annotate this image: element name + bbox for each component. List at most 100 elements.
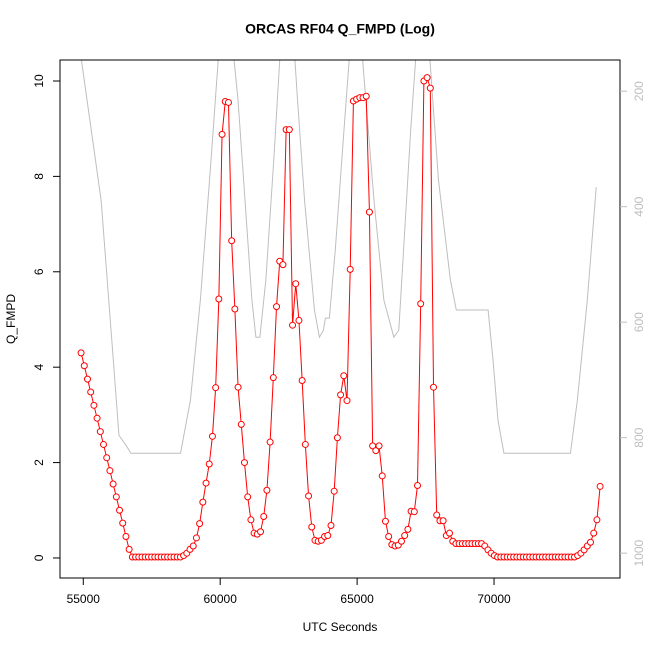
x-tick-label: 55000 [67, 592, 101, 606]
data-point [295, 316, 303, 324]
data-point [305, 492, 313, 500]
data-point [381, 517, 389, 525]
data-point [340, 372, 348, 380]
data-point [372, 447, 380, 455]
data-point [202, 479, 210, 487]
y-tick-label: 10 [32, 74, 46, 88]
data-point [596, 482, 604, 490]
data-point [430, 383, 438, 391]
data-point [212, 384, 220, 392]
y2-tick-label: 800 [632, 427, 646, 447]
y-tick-label: 4 [32, 364, 46, 371]
data-point [224, 98, 232, 106]
data-point [125, 545, 133, 553]
data-point [231, 305, 239, 313]
data-point [397, 537, 405, 545]
data-point [343, 397, 351, 405]
data-point [279, 261, 287, 269]
data-point [330, 487, 338, 495]
data-point [112, 493, 120, 501]
data-point [423, 74, 431, 82]
data-point [77, 349, 85, 357]
data-point [189, 542, 197, 550]
data-point [122, 533, 130, 541]
data-point [365, 208, 373, 216]
data-point [192, 534, 200, 542]
data-point [240, 459, 248, 467]
data-point [266, 438, 274, 446]
y-tick-label: 8 [32, 173, 46, 180]
x-tick-label: 65000 [340, 592, 374, 606]
data-point [337, 391, 345, 399]
data-point [93, 414, 101, 422]
data-point [263, 486, 271, 494]
data-point [292, 280, 300, 288]
data-point [593, 516, 601, 524]
data-point [298, 377, 306, 385]
data-point [273, 303, 281, 311]
plot-area [77, 60, 604, 561]
data-point [289, 321, 297, 329]
series-line [80, 60, 597, 454]
data-point [244, 493, 252, 501]
y2-tick-label: 200 [632, 81, 646, 101]
data-point [346, 265, 354, 273]
data-point [417, 300, 425, 308]
data-point [257, 528, 265, 536]
data-point [237, 420, 245, 428]
data-point [404, 525, 412, 533]
data-point [587, 538, 595, 546]
data-point [410, 508, 418, 516]
x-tick-label: 60000 [204, 592, 238, 606]
data-point [247, 516, 255, 524]
y2-tick-label: 400 [632, 196, 646, 216]
data-point [208, 432, 216, 440]
data-point [301, 440, 309, 448]
chart-title: ORCAS RF04 Q_FMPD (Log) [245, 21, 435, 37]
data-point [87, 388, 95, 396]
data-point [590, 529, 598, 537]
data-point [269, 374, 277, 382]
y-tick-label: 6 [32, 268, 46, 275]
data-point [333, 434, 341, 442]
data-point [196, 520, 204, 528]
data-point [80, 362, 88, 370]
data-point [100, 440, 108, 448]
y-axis-label: Q_FMPD [4, 294, 18, 344]
data-point [96, 428, 104, 436]
y2-tick-label: 1000 [632, 539, 646, 566]
data-point [218, 130, 226, 138]
data-point [362, 92, 370, 100]
y-tick-label: 0 [32, 554, 46, 561]
y-tick-label: 2 [32, 459, 46, 466]
data-point [324, 532, 332, 540]
data-point [215, 295, 223, 303]
data-point [285, 126, 293, 134]
data-point [426, 84, 434, 92]
data-point [375, 442, 383, 450]
data-point [205, 460, 213, 468]
data-point [83, 375, 91, 383]
data-point [106, 467, 114, 475]
data-point [228, 237, 236, 245]
y2-tick-label: 600 [632, 312, 646, 332]
data-point [116, 506, 124, 514]
plot-frame [59, 59, 621, 579]
data-point [234, 383, 242, 391]
data-point [413, 481, 421, 489]
data-point [433, 511, 441, 519]
x-tick-label: 70000 [477, 592, 511, 606]
data-point [103, 454, 111, 462]
data-point [308, 523, 316, 531]
data-point [439, 517, 447, 525]
data-point [327, 522, 335, 530]
data-point [378, 472, 386, 480]
x-axis-label: UTC Seconds [303, 620, 378, 634]
data-point [385, 533, 393, 541]
data-point [260, 512, 268, 520]
data-point [446, 529, 454, 537]
data-point [401, 532, 409, 540]
data-point [90, 401, 98, 409]
